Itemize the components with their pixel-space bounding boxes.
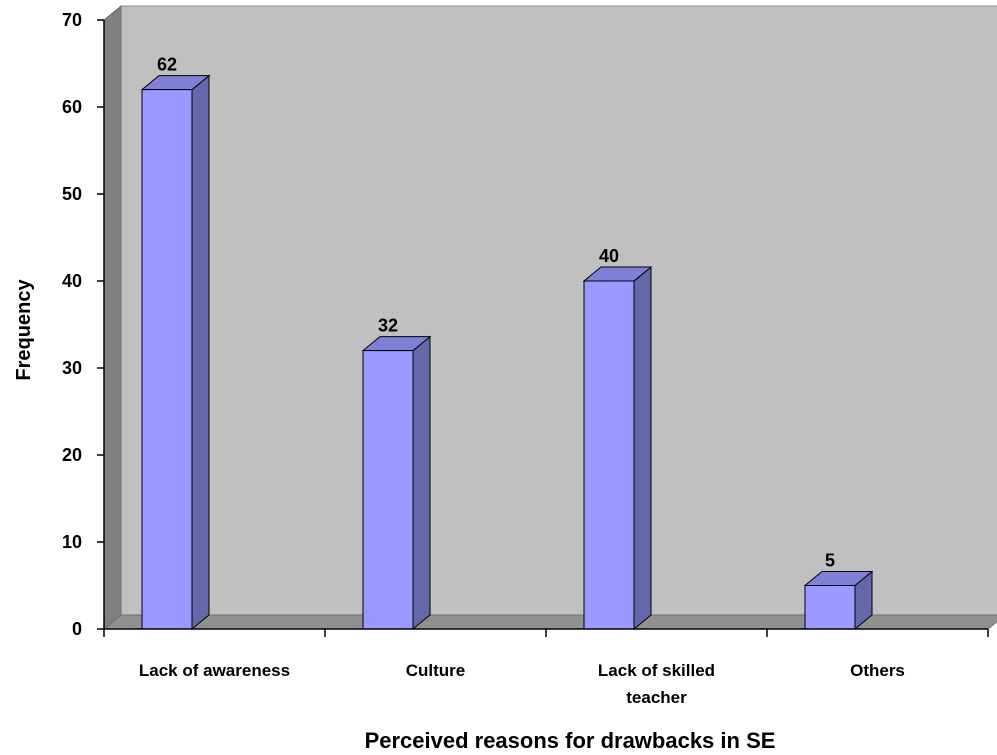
- chart-axes: [97, 19, 989, 637]
- y-tick-label: 50: [62, 184, 82, 204]
- chart-labels: 0 10 20 30 40 50 60 70 62 32 40 5 Lack of awareness C…: [62, 10, 905, 707]
- bar-front: [583, 280, 635, 630]
- bar-4: [803, 570, 874, 631]
- bar-3: [582, 265, 653, 631]
- x-tick-label: Lack of awareness: [139, 661, 290, 680]
- chart-walls: [102, 4, 997, 631]
- bar-side: [191, 74, 210, 631]
- x-tick-label: Culture: [406, 661, 466, 680]
- x-tick-label-line: teacher: [626, 688, 687, 707]
- bar-front: [362, 350, 414, 630]
- side-wall: [103, 4, 122, 631]
- bar-front: [804, 585, 856, 630]
- x-tick-label-line: Culture: [406, 661, 466, 680]
- bar-2: [361, 335, 432, 631]
- bar-series: [140, 74, 874, 631]
- bar-1: [140, 74, 211, 631]
- data-label: 62: [157, 55, 177, 75]
- y-tick-label: 20: [62, 445, 82, 465]
- x-tick-label: Lack of skilled teacher: [598, 661, 715, 707]
- x-axis-title: Perceived reasons for drawbacks in SE: [365, 728, 776, 753]
- y-tick-label: 40: [62, 271, 82, 291]
- x-tick-label-line: Lack of skilled: [598, 661, 715, 680]
- data-label: 32: [378, 316, 398, 336]
- data-label: 5: [825, 551, 835, 571]
- x-tick-label-line: Others: [850, 661, 905, 680]
- y-axis-title: Frequency: [13, 279, 35, 381]
- y-tick-label: 30: [62, 358, 82, 378]
- x-tick-label: Others: [850, 661, 905, 680]
- bar-front: [141, 89, 193, 630]
- bar-side: [633, 265, 652, 631]
- bar-side: [412, 335, 431, 631]
- y-tick-label: 0: [72, 619, 82, 639]
- y-tick-label: 70: [62, 10, 82, 30]
- back-wall: [120, 5, 997, 616]
- y-tick-label: 10: [62, 532, 82, 552]
- x-tick-label-line: Lack of awareness: [139, 661, 290, 680]
- data-label: 40: [599, 246, 619, 266]
- y-tick-label: 60: [62, 97, 82, 117]
